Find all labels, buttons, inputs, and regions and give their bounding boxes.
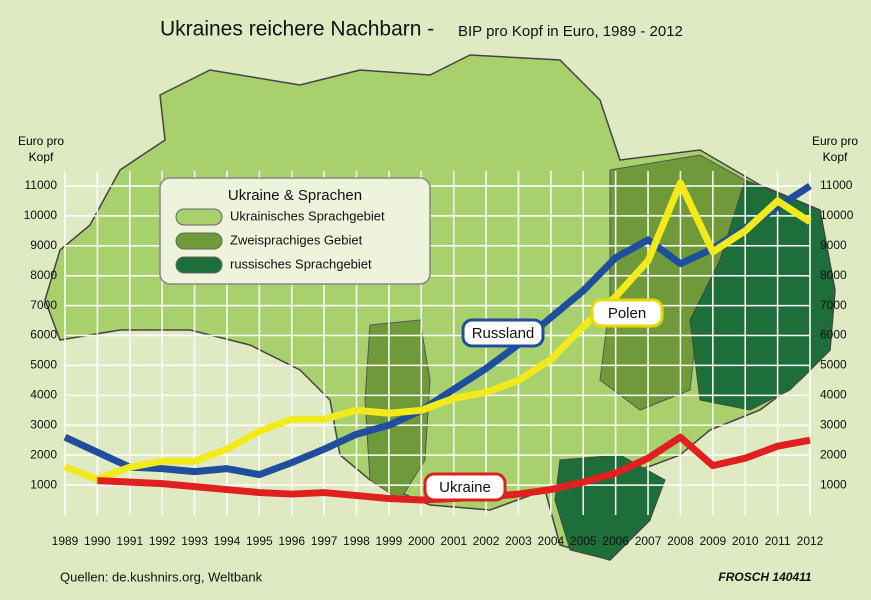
series-label-box — [590, 298, 664, 328]
y-tick-label-right: 10000 — [820, 208, 854, 222]
y-tick-label-right: 3000 — [820, 417, 847, 431]
y-tick-label: 6000 — [30, 328, 57, 342]
x-tick-label: 2007 — [635, 534, 662, 548]
y-tick-label-right: 11000 — [820, 178, 853, 192]
map-legend-swatch — [175, 256, 223, 274]
map-legend-title: Ukraine & Sprachen — [228, 187, 362, 204]
y-tick-label: 10000 — [24, 208, 58, 222]
x-tick-label: 1990 — [84, 534, 111, 548]
x-tick-label: 2012 — [797, 534, 824, 548]
map-russian-east — [689, 179, 836, 411]
x-tick-label: 1992 — [149, 534, 176, 548]
x-tick-label: 2003 — [505, 534, 532, 548]
y-tick-label: 1000 — [30, 477, 57, 491]
x-tick-label: 2001 — [440, 534, 467, 548]
map-legend-swatch — [175, 208, 223, 226]
x-tick-label: 2006 — [602, 534, 629, 548]
series-label-box — [423, 472, 507, 502]
map-legend-label: Ukrainisches Sprachgebiet — [230, 208, 385, 223]
x-tick-label: 2000 — [408, 534, 435, 548]
y-tick-label: 9000 — [30, 238, 57, 252]
y-tick-label: 11000 — [25, 178, 58, 192]
x-tick-label: 1998 — [343, 534, 370, 548]
x-tick-label: 2008 — [667, 534, 694, 548]
x-tick-label: 2005 — [570, 534, 597, 548]
x-tick-label: 2002 — [473, 534, 500, 548]
series-label: Polen — [608, 305, 646, 322]
series-label: Russland — [472, 325, 535, 342]
chart-subtitle: BIP pro Kopf in Euro, 1989 - 2012 — [458, 23, 683, 40]
x-tick-label: 1995 — [246, 534, 273, 548]
y-axis-label-right: Euro pro Kopf — [811, 134, 859, 164]
y-tick-label-right: 9000 — [820, 238, 847, 252]
x-tick-label: 1994 — [214, 534, 241, 548]
signature: FROSCH 140411 — [718, 570, 811, 584]
x-tick-label: 2004 — [538, 534, 565, 548]
y-tick-label: 8000 — [30, 268, 57, 282]
y-tick-label: 4000 — [30, 388, 57, 402]
x-tick-label: 2010 — [732, 534, 759, 548]
map-legend-label: russisches Sprachgebiet — [230, 256, 372, 271]
x-tick-label: 2011 — [765, 534, 791, 548]
source: Quellen: de.kushnirs.org, Weltbank — [60, 569, 263, 584]
y-tick-label: 3000 — [30, 417, 57, 431]
chart-title: Ukraines reichere Nachbarn - — [160, 18, 434, 41]
y-tick-label: 7000 — [30, 298, 57, 312]
map-legend-label: Zweisprachiges Gebiet — [230, 232, 363, 247]
series-label: Ukraine — [439, 479, 491, 496]
series-label-box — [461, 318, 545, 348]
y-axis-label: Euro pro Kopf — [17, 134, 65, 164]
y-tick-label-right: 8000 — [820, 268, 847, 282]
map-legend-box — [159, 177, 431, 285]
y-tick-label-right: 7000 — [820, 298, 847, 312]
y-tick-label-right: 4000 — [820, 388, 847, 402]
y-tick-label: 2000 — [30, 447, 57, 461]
series-line — [63, 179, 812, 483]
y-tick-label-right: 5000 — [820, 358, 847, 372]
y-tick-label-right: 6000 — [820, 328, 847, 342]
x-tick-label: 1989 — [52, 534, 79, 548]
y-tick-label: 5000 — [30, 358, 57, 372]
x-tick-label: 2009 — [699, 534, 726, 548]
x-tick-label: 1997 — [311, 534, 338, 548]
series-line — [63, 183, 812, 479]
x-tick-label: 1991 — [116, 534, 143, 548]
x-tick-label: 1996 — [278, 534, 305, 548]
x-tick-label: 1999 — [376, 534, 403, 548]
map-legend-swatch — [175, 232, 223, 250]
y-tick-label-right: 1000 — [820, 477, 847, 491]
y-tick-label-right: 2000 — [820, 447, 847, 461]
x-tick-label: 1993 — [181, 534, 208, 548]
